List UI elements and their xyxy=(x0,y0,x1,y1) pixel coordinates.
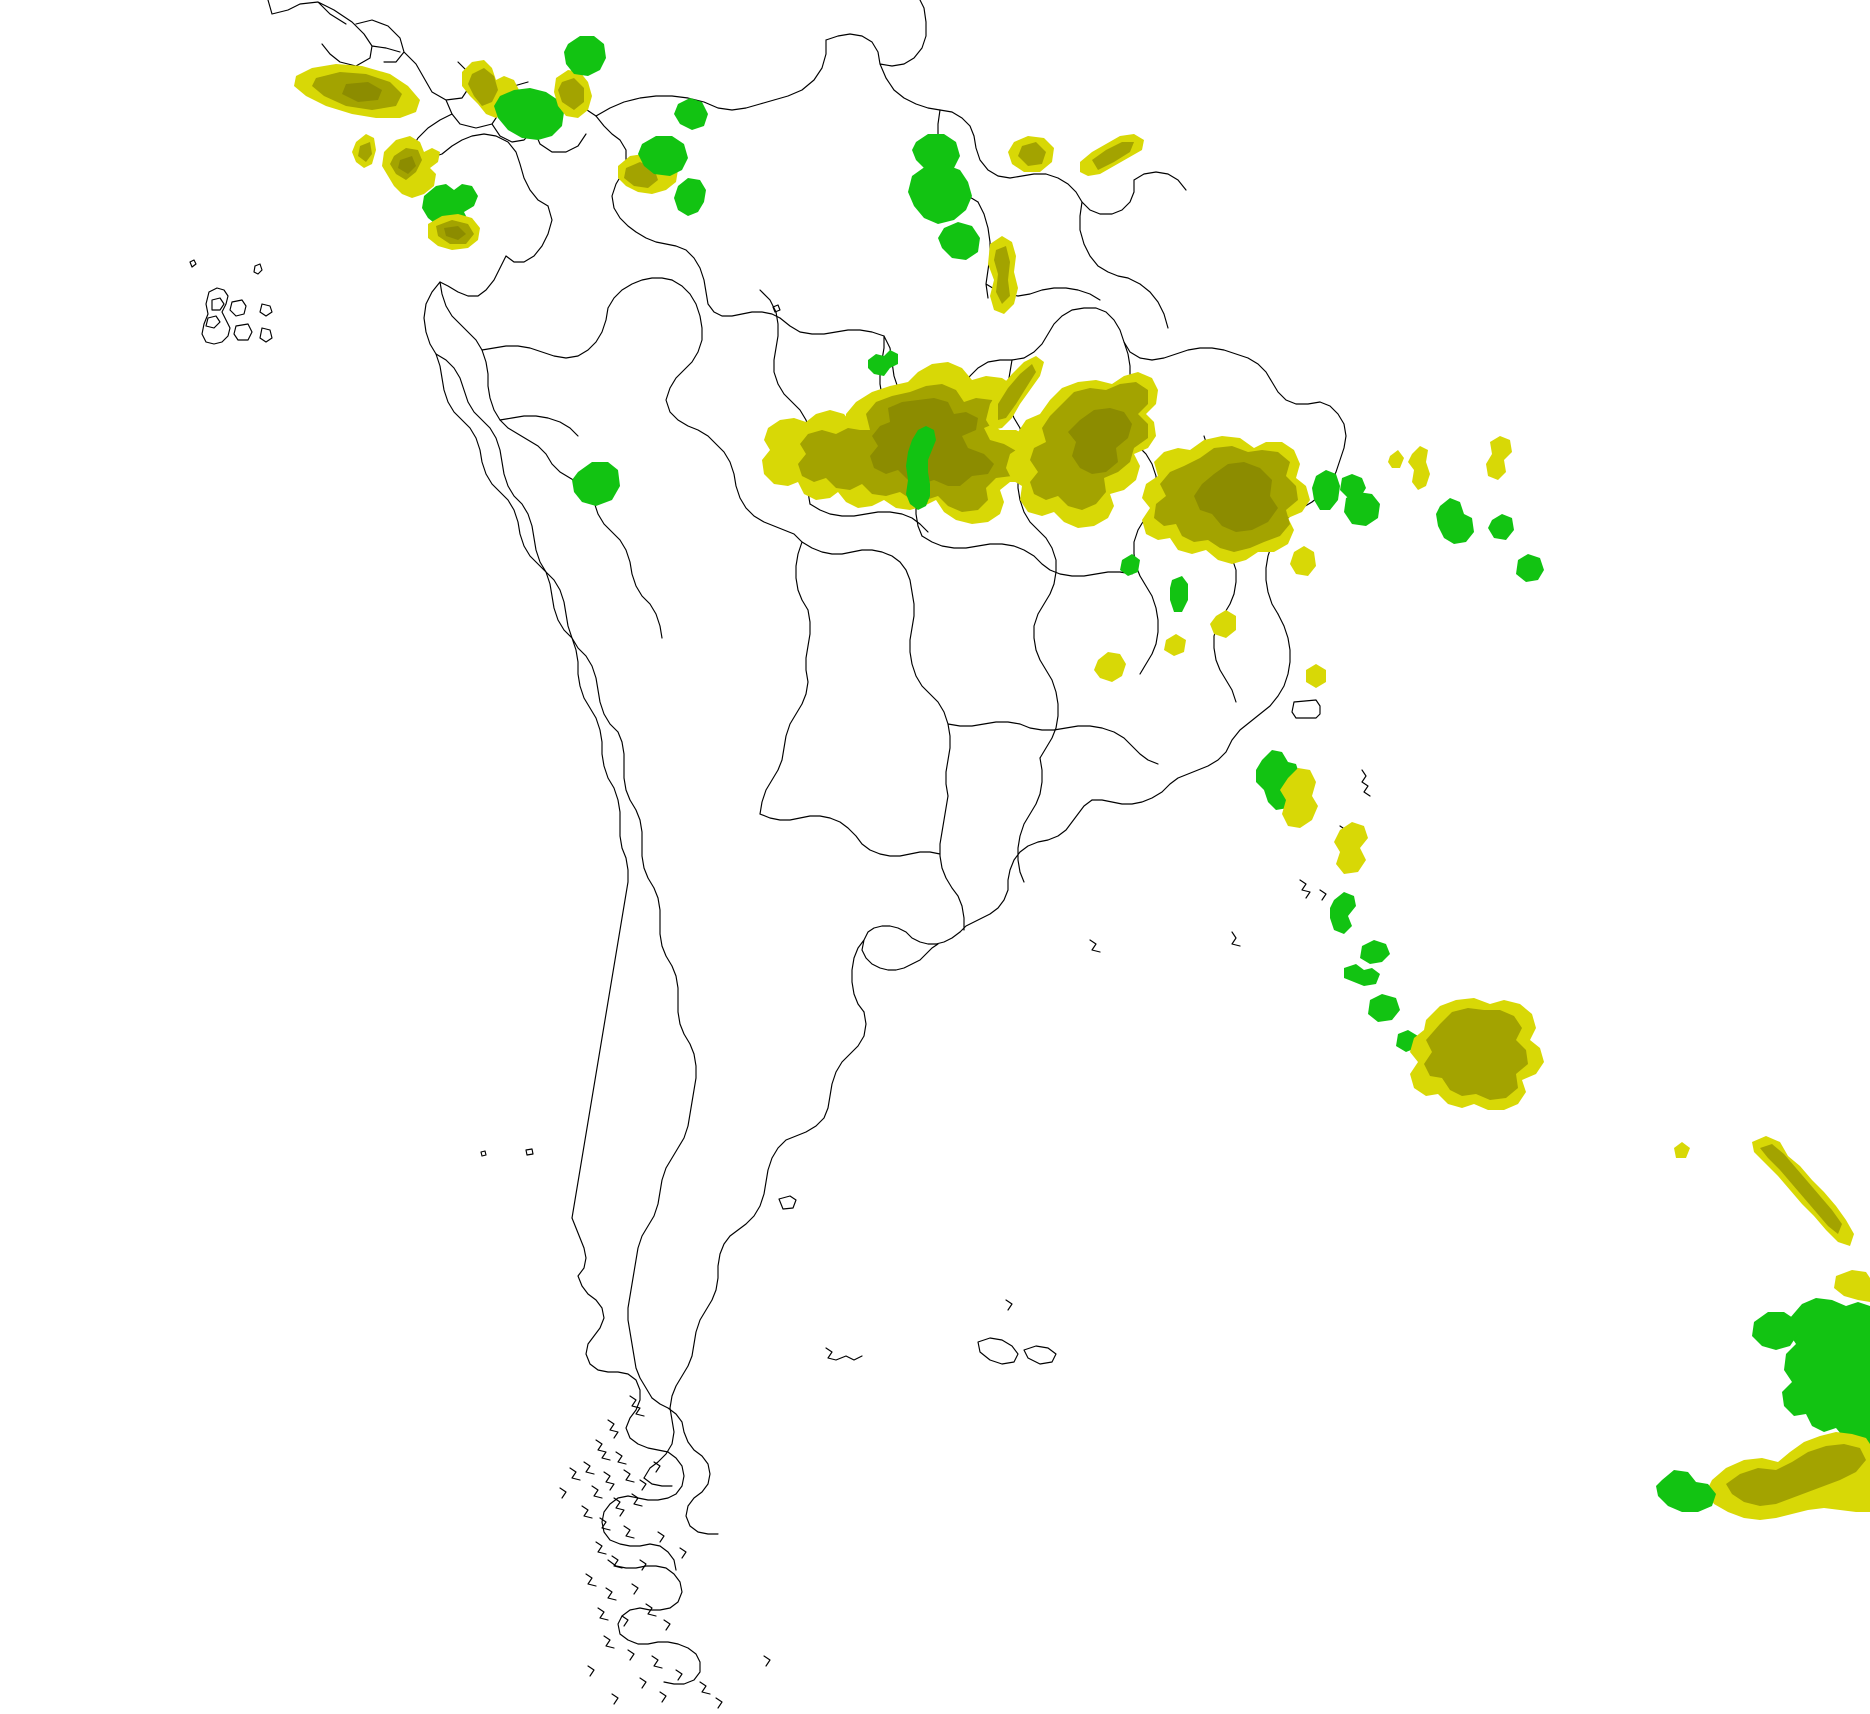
patch-venezuela-guayana-green xyxy=(638,136,688,176)
patch-alagoas-green xyxy=(1340,474,1366,498)
boundary-distrito-federal xyxy=(1292,700,1320,718)
patch-suriname-green-upper xyxy=(912,134,960,174)
patch-south-colombia-olive xyxy=(428,214,480,250)
boundary-brazil-northeast-coast xyxy=(1152,348,1346,614)
boundary-guyana xyxy=(938,110,1186,214)
patch-small-extra-8 xyxy=(1164,634,1186,656)
patch-offshore-yellow-large xyxy=(1410,998,1544,1110)
boundary-brazil-states-6 xyxy=(810,504,1132,576)
patch-right-edge-yellow xyxy=(1834,1270,1870,1302)
patch-roraima-green xyxy=(674,98,708,130)
patch-north-colombia-green xyxy=(494,88,564,140)
boundary-colombia-west xyxy=(424,206,552,354)
patch-small-extra-7 xyxy=(1210,610,1236,638)
boundary-venezuela-coast xyxy=(596,0,940,116)
patch-south-green-small xyxy=(1752,1312,1798,1350)
patch-peru-green-dot xyxy=(572,462,620,506)
boundary-brazil-south-coast xyxy=(960,800,1092,932)
patch-offshore-green-1 xyxy=(1330,892,1356,934)
patch-small-extra-4 xyxy=(1094,652,1126,682)
patch-atlantic-island-green-mid xyxy=(1436,498,1474,544)
patch-offshore-green-4 xyxy=(1368,994,1400,1022)
patch-tocantins-green-dot xyxy=(868,350,898,376)
galapagos-islands xyxy=(190,260,272,344)
patch-small-extra-6 xyxy=(1306,664,1326,688)
boundary-andes-chile-argentina xyxy=(436,354,696,1398)
patch-northeast-brazil-blob xyxy=(1142,436,1310,564)
patch-south-green-tail xyxy=(1656,1470,1716,1512)
patch-west-colombia xyxy=(352,134,376,168)
patch-offshore-yellow-1 xyxy=(1334,822,1368,874)
patch-small-extra-3 xyxy=(1120,554,1140,576)
patch-venezuela-merida xyxy=(554,70,592,118)
boundary-bolivia xyxy=(760,542,950,814)
patch-offshore-green-2 xyxy=(1360,940,1390,964)
boundary-tierra-del-fuego xyxy=(572,1218,718,1684)
patch-amapa-coast-yellow xyxy=(988,236,1018,314)
patch-suriname-green-lower xyxy=(908,164,972,224)
distribution-patches-layer xyxy=(294,36,1870,1520)
boundary-peru-brazil xyxy=(666,280,802,542)
patch-atlantic-island-green-se xyxy=(1516,554,1544,582)
boundary-brazil-states-5 xyxy=(948,722,1158,882)
boundary-ecuador xyxy=(482,278,672,436)
patch-guyana-green xyxy=(674,178,706,216)
patch-sergipe-green xyxy=(1312,470,1340,510)
patch-french-guiana-yellow xyxy=(1008,136,1054,172)
patch-alagoas-green-2 xyxy=(1344,492,1380,526)
patch-para-yellow-stripe xyxy=(986,356,1044,430)
patch-atlantic-island-yellow-ne xyxy=(1486,436,1512,480)
patch-se-coast-yellow xyxy=(1280,768,1318,828)
patch-small-extra-2 xyxy=(1674,1142,1690,1158)
boundary-paraguay xyxy=(760,796,964,930)
boundary-chile-pacific-coast xyxy=(436,354,628,1218)
patch-venezuela-llanos-green xyxy=(564,36,606,76)
patch-guiana-coast-yellow xyxy=(1080,134,1144,176)
patch-small-extra-5 xyxy=(1290,546,1316,576)
patch-amapa-green xyxy=(938,222,980,260)
patch-mato-grosso-blob xyxy=(1006,372,1158,528)
patch-costa-rica-nicaragua xyxy=(294,64,420,118)
boundary-argentina-coast xyxy=(644,1012,866,1478)
patch-atlantic-island-yellow-n xyxy=(1408,446,1430,490)
patch-offshore-yellow-diagonal xyxy=(1752,1136,1854,1246)
patch-offshore-green-3 xyxy=(1344,964,1380,986)
boundary-uruguay xyxy=(852,926,960,1012)
patch-south-yellow-band xyxy=(1706,1432,1870,1520)
patch-atlantic-island-green-e xyxy=(1488,514,1514,540)
patch-small-extra-1 xyxy=(1388,450,1404,468)
boundary-south-atlantic-islands xyxy=(978,1338,1056,1364)
patch-south-green-large xyxy=(1782,1298,1870,1450)
patch-tocantins-green-strip xyxy=(906,426,936,510)
patch-bahia-interior-green-dot xyxy=(1170,576,1188,612)
chilean-archipelago-detail xyxy=(560,1396,770,1708)
patch-cordillera-occidental xyxy=(382,136,440,198)
boundary-brazil-east-coast xyxy=(1092,614,1290,804)
